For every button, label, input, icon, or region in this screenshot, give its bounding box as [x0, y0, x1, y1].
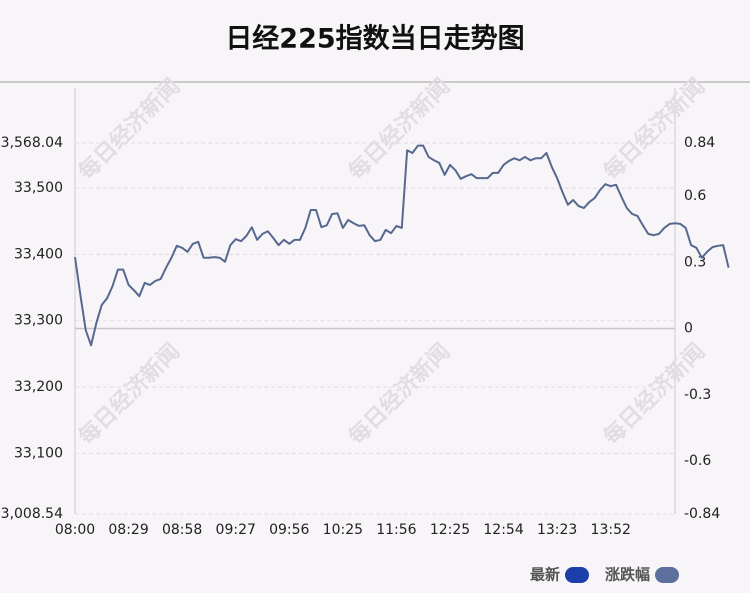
- y-tick-label: 3,008.54: [1, 506, 63, 522]
- x-tick-label: 08:29: [108, 522, 148, 538]
- watermark: 每日经济新闻: [598, 73, 710, 185]
- legend-swatch: [655, 567, 680, 583]
- x-tick-label: 13:52: [591, 522, 631, 538]
- price-line: [74, 144, 730, 347]
- y-tick-label: 33,100: [14, 445, 63, 461]
- legend-label: 最新: [530, 566, 560, 584]
- y-tick-label: 33,500: [14, 180, 63, 196]
- x-tick-label: 12:25: [430, 522, 470, 538]
- y2-tick-label: -0.6: [684, 453, 711, 469]
- y2-tick-label: 0.3: [684, 254, 706, 270]
- y-tick-label: 33,200: [14, 379, 63, 395]
- watermark: 每日经济新闻: [73, 73, 185, 185]
- x-tick-label: 09:56: [269, 522, 309, 538]
- y-tick-label: 3,568.04: [1, 135, 63, 151]
- legend-swatch: [565, 567, 590, 583]
- x-tick-label: 13:23: [537, 522, 577, 538]
- x-tick-label: 12:54: [483, 522, 523, 538]
- watermark: 每日经济新闻: [343, 73, 455, 185]
- legend-label: 涨跌幅: [605, 566, 650, 584]
- y2-tick-label: -0.84: [684, 506, 720, 522]
- y2-tick-label: -0.3: [684, 387, 711, 403]
- x-tick-label: 11:56: [376, 522, 416, 538]
- watermark: 每日经济新闻: [343, 338, 455, 450]
- y-tick-label: 33,300: [14, 313, 63, 329]
- y2-tick-label: 0.84: [684, 135, 715, 151]
- x-tick-label: 09:27: [216, 522, 256, 538]
- x-tick-label: 08:58: [162, 522, 202, 538]
- y2-tick-label: 0.6: [684, 188, 706, 204]
- y2-tick-label: 0: [684, 321, 693, 337]
- y-tick-label: 33,400: [14, 246, 63, 262]
- x-tick-label: 10:25: [323, 522, 363, 538]
- x-tick-label: 08:00: [55, 522, 95, 538]
- chart-title: 日经225指数当日走势图: [225, 23, 524, 55]
- watermark: 每日经济新闻: [73, 338, 185, 450]
